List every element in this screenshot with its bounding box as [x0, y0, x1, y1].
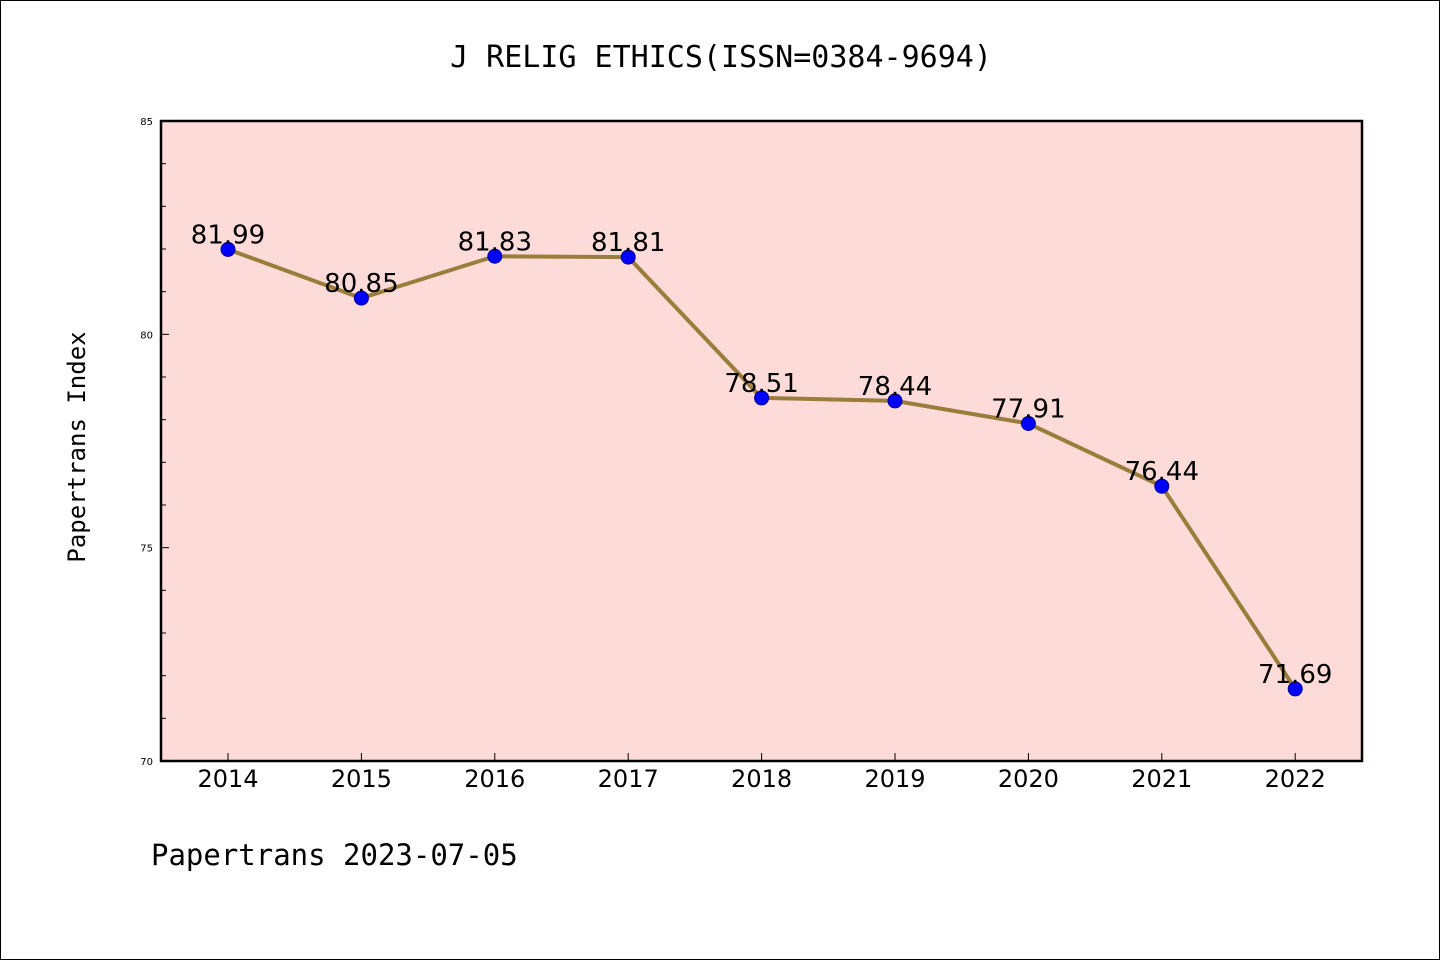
x-tick-label: 2020	[998, 765, 1059, 793]
data-label-group: 81.99 80.85 81.83 81.81 78.51 78.44 77.91 76.44…	[191, 220, 1333, 689]
x-tick-label: 2017	[598, 765, 659, 793]
data-point	[754, 390, 770, 406]
x-tick-label: 2015	[331, 765, 392, 793]
data-point	[1020, 416, 1036, 432]
data-point	[887, 393, 903, 409]
y-tick-label: 75	[140, 544, 153, 555]
y-tick-label: 85	[140, 117, 153, 128]
plot-area	[159, 119, 1364, 763]
data-point	[620, 249, 636, 265]
data-label: 80.85	[324, 269, 398, 299]
data-label: 81.83	[458, 227, 532, 257]
data-point	[487, 248, 503, 264]
data-point	[353, 290, 369, 306]
y-tick-label: 70	[140, 757, 153, 768]
data-label: 81.99	[191, 220, 265, 250]
data-point	[1287, 681, 1303, 697]
x-tick-label: 2016	[464, 765, 525, 793]
chart-title: J RELIG ETHICS(ISSN=0384-9694)	[450, 40, 992, 75]
data-label: 71.69	[1258, 660, 1332, 690]
data-label: 77.91	[991, 395, 1065, 425]
x-tick-label: 2022	[1265, 765, 1326, 793]
data-label: 78.51	[724, 369, 798, 399]
data-point	[1154, 478, 1170, 494]
x-axis-ticks: 2014 2015 2016 2017 2018 2019 2020 2021 2022	[197, 753, 1326, 793]
y-axis-ticks: 70 75 80 85	[140, 117, 169, 768]
x-tick-label: 2021	[1131, 765, 1192, 793]
marker-group	[220, 241, 1303, 697]
data-label: 81.81	[591, 228, 665, 258]
y-axis-label: Papertrans Index	[63, 331, 91, 562]
data-label: 76.44	[1125, 457, 1199, 487]
data-label: 78.44	[858, 372, 932, 402]
x-tick-label: 2019	[864, 765, 925, 793]
data-point	[220, 241, 236, 257]
y-tick-label: 80	[140, 330, 153, 341]
x-tick-label: 2014	[197, 765, 258, 793]
footer-text: Papertrans 2023-07-05	[151, 838, 518, 872]
x-tick-label: 2018	[731, 765, 792, 793]
